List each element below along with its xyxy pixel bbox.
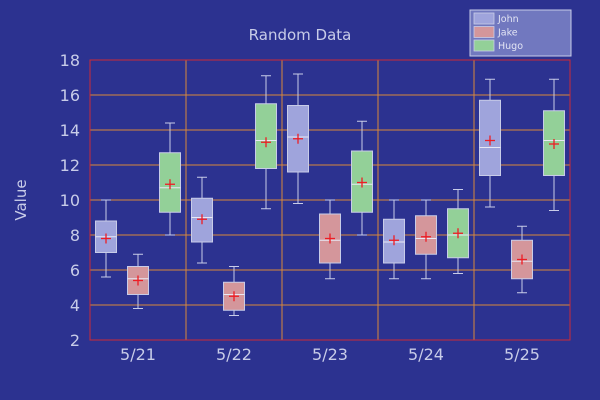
y-axis-label: Value [12,179,30,220]
box-hugo-5-25 [543,78,565,211]
x-tick-label: 5/23 [312,345,348,364]
box-john-5-22 [191,176,213,264]
box-jake-5-22 [223,266,245,316]
y-tick-label: 4 [70,296,80,315]
x-tick-label: 5/24 [408,345,444,364]
box-jake-5-24 [415,199,437,280]
box-hugo-5-23 [351,120,373,236]
x-tick-label: 5/22 [216,345,252,364]
y-tick-label: 12 [60,156,80,175]
chart-title: Random Data [249,26,352,44]
y-tick-label: 10 [60,191,80,210]
y-tick-label: 16 [60,86,80,105]
legend-label-hugo: Hugo [498,41,523,52]
plot-area: 2 4 6 8 10 12 14 16 18 5/21 5/22 5/23 5/24 5/25 [60,51,571,364]
x-tick-label: 5/25 [504,345,540,364]
legend-swatch-hugo [473,39,495,52]
legend-label-john: John [497,14,519,25]
box-hugo-5-22 [255,75,277,210]
box-jake-5-25 [511,225,533,294]
legend-swatch-john [473,12,495,25]
legend-swatch-jake [473,26,495,38]
plot-border [89,59,571,341]
box-john-5-21 [95,199,117,278]
iqr-box [255,103,277,169]
box-hugo-5-21 [159,122,181,236]
y-tick-label: 2 [70,331,80,350]
y-tick-label: 14 [60,121,80,140]
box-john-5-24 [383,199,405,280]
y-tick-label: 18 [60,51,80,70]
box-jake-5-23 [319,199,341,280]
legend: John Jake Hugo [469,9,572,57]
y-tick-label: 8 [70,226,80,245]
legend-label-jake: Jake [497,28,518,39]
box-john-5-23 [287,73,309,204]
box-jake-5-21 [127,253,149,309]
y-tick-label: 6 [70,261,80,280]
box-john-5-25 [479,78,501,208]
x-tick-label: 5/21 [120,345,156,364]
box-hugo-5-24 [447,189,469,274]
